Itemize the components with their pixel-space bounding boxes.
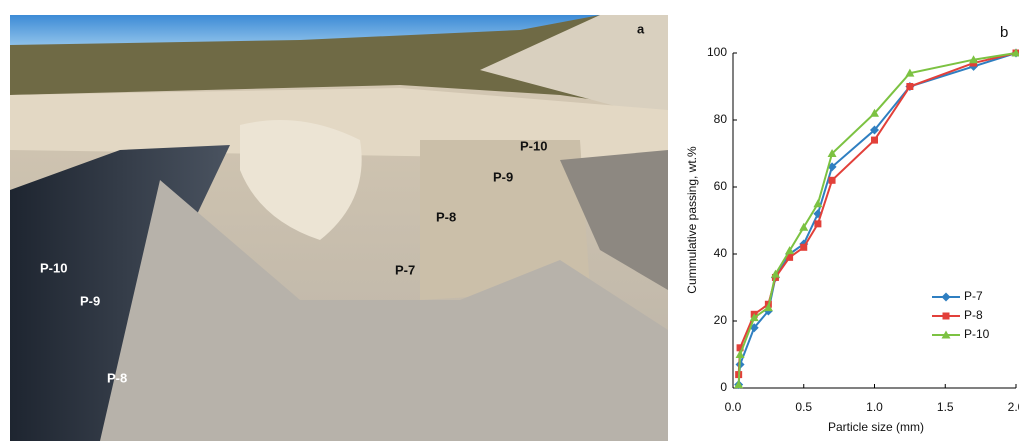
marker (770, 269, 780, 278)
marker (969, 55, 979, 64)
photo-label: P-9 (80, 293, 100, 308)
marker (785, 246, 795, 255)
marker (906, 83, 914, 90)
marker (734, 380, 744, 389)
marker (814, 220, 822, 228)
photo-label: P-10 (40, 260, 67, 275)
y-tick-label: 60 (714, 179, 728, 193)
y-tick-label: 40 (714, 246, 728, 260)
photo-label: P-10 (520, 138, 547, 153)
legend-label: P-10 (964, 327, 990, 341)
photo-label: P-7 (395, 262, 415, 277)
x-tick-label: 1.5 (937, 400, 954, 414)
photo: a P-10 P-9 P-8 P-7 P-10 P-9 P-8 (10, 15, 668, 441)
marker (749, 313, 759, 322)
panel-label: b (1000, 24, 1008, 41)
legend-label: P-7 (964, 289, 983, 303)
marker (799, 222, 809, 231)
x-axis-label: Particle size (mm) (828, 420, 924, 434)
legend-marker (941, 330, 951, 339)
y-tick-label: 80 (714, 112, 728, 126)
marker (905, 68, 915, 77)
marker (763, 303, 773, 312)
marker (735, 350, 745, 358)
x-tick-label: 0.5 (795, 400, 812, 414)
x-tick-label: 1.0 (866, 400, 883, 414)
y-tick-label: 100 (707, 45, 727, 59)
marker (827, 149, 837, 157)
marker (870, 125, 879, 135)
x-tick-label: 2.0 (1008, 400, 1019, 414)
marker (786, 253, 794, 261)
marker (736, 344, 744, 352)
photo-label: P-8 (436, 209, 456, 224)
y-tick-label: 0 (720, 380, 727, 394)
y-axis-label: Cummulative passing, wt.% (685, 146, 699, 294)
marker (870, 108, 879, 117)
marker (828, 176, 836, 184)
x-tick-label: 0.0 (725, 400, 742, 414)
photo-label: P-8 (107, 370, 127, 385)
marker (800, 243, 808, 251)
legend-marker (942, 312, 950, 320)
marker (1011, 48, 1019, 57)
marker (813, 199, 823, 208)
legend-marker (941, 292, 951, 302)
photo-label: P-9 (493, 169, 513, 184)
legend-label: P-8 (964, 308, 983, 322)
marker (871, 136, 878, 144)
panel-label: a (637, 21, 645, 36)
y-tick-label: 20 (714, 313, 728, 327)
